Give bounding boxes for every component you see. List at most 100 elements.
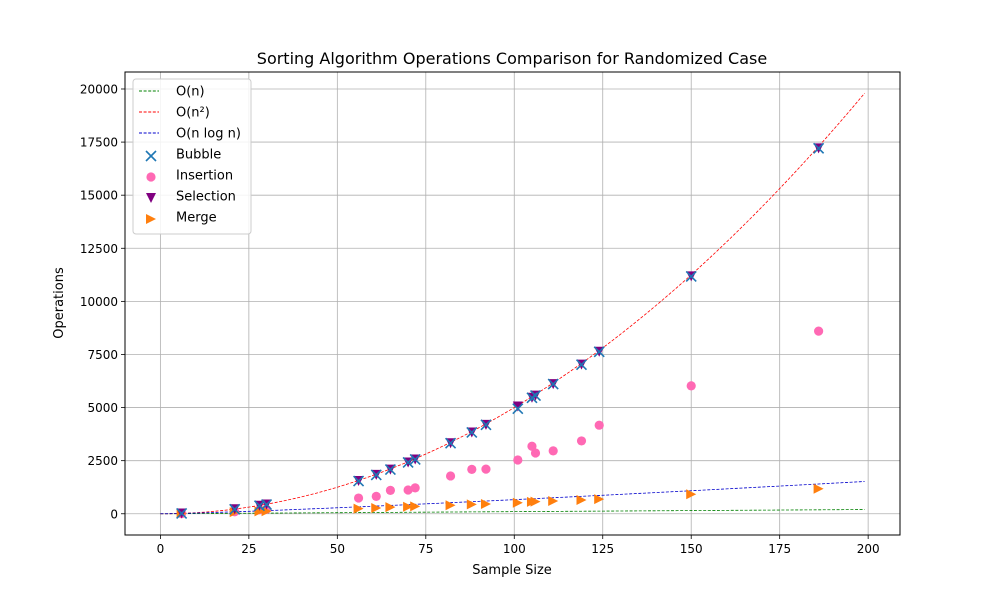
marker-stroke [145, 150, 157, 162]
merge-point [480, 498, 491, 509]
insertion-point [686, 381, 696, 391]
bubble-point [402, 456, 414, 469]
reference-curve-0 [160, 509, 865, 515]
y-tick-label: 15000 [80, 189, 118, 203]
marker-stroke [813, 142, 825, 154]
insertion-point [576, 436, 587, 446]
legend-marker-swatch [145, 150, 157, 162]
merge-point [410, 501, 421, 512]
marker-stroke [685, 270, 697, 282]
y-tick-label: 10000 [80, 295, 118, 309]
insertion-point [530, 448, 541, 458]
merge-point [403, 501, 414, 512]
bubble-point [593, 346, 605, 358]
x-axis-label: Sample Size [472, 563, 552, 578]
bubble-point [813, 142, 825, 154]
x-tick-label: 100 [503, 542, 526, 556]
bubble-point [229, 503, 241, 515]
marker-stroke [466, 426, 478, 439]
insertion-point [548, 446, 558, 456]
merge-point [385, 502, 396, 513]
reference-curve-1 [160, 92, 865, 515]
y-tick-label: 12500 [80, 242, 118, 256]
merge-point [445, 500, 456, 511]
insertion-point [594, 420, 604, 430]
marker-stroke [176, 507, 188, 520]
insertion-point [371, 491, 381, 501]
merge-point [512, 497, 523, 508]
bubble-point [445, 437, 457, 449]
bubble-point [260, 498, 273, 511]
marker-stroke [445, 437, 457, 449]
x-tick-label: 175 [768, 542, 791, 556]
y-tick-label: 5000 [87, 401, 118, 415]
insertion-point [481, 464, 491, 474]
marker-stroke [253, 500, 266, 512]
legend: O(n) O(n²) O(n log n) Bubble Insertion Select… [132, 78, 252, 235]
grid-lines [125, 72, 900, 535]
insertion-point [527, 441, 537, 451]
bubble-point [480, 419, 492, 431]
insertion-point [403, 485, 413, 495]
x-tick-label: 50 [330, 542, 345, 556]
y-axis-label: Operations [52, 267, 67, 339]
legend-label: Selection [176, 190, 236, 205]
merge-point [466, 499, 477, 510]
insertion-point [353, 493, 364, 503]
legend-label: Insertion [176, 169, 233, 184]
y-axis-ticks: 0 2500 5000 7500 10000 12500 15000 17500 20000 [80, 82, 125, 521]
selection-point [512, 401, 523, 412]
merge-point [686, 489, 697, 500]
bubble-point [466, 426, 478, 439]
merge-point [594, 494, 605, 505]
x-tick-label: 200 [857, 542, 880, 556]
merge-point [353, 503, 364, 514]
merge-point [371, 503, 382, 514]
insertion-point [467, 464, 477, 474]
bubble-point [409, 453, 421, 466]
insertion-point [513, 455, 523, 465]
plot-frame [124, 71, 901, 536]
marker-stroke [575, 359, 588, 371]
bubble-point [352, 475, 365, 487]
series-merge [176, 483, 824, 519]
marker-stroke [529, 390, 542, 402]
bubble-point [370, 469, 382, 481]
merge-point [261, 506, 272, 517]
merge-point [530, 496, 541, 507]
insertion-point [385, 485, 396, 495]
legend-label: O(n log n) [176, 127, 241, 142]
legend-label: O(n²) [176, 106, 210, 121]
legend-box [132, 78, 252, 235]
marker-stroke [480, 419, 492, 431]
x-tick-label: 75 [418, 542, 433, 556]
y-tick-label: 2500 [87, 454, 118, 468]
merge-point [576, 494, 587, 505]
bubble-point [685, 270, 697, 282]
marker-stroke [260, 498, 273, 511]
marker-stroke [402, 456, 414, 469]
legend-marker-swatch [146, 193, 156, 203]
legend-label: Bubble [176, 148, 221, 163]
x-tick-label: 150 [680, 542, 703, 556]
marker-stroke [593, 346, 605, 358]
series-bubble [176, 142, 825, 520]
bubble-point [575, 359, 588, 371]
marker-stroke [229, 503, 241, 515]
marker-stroke [352, 475, 365, 487]
bubble-point [529, 390, 542, 402]
data-points [176, 142, 825, 520]
reference-curves [160, 92, 865, 515]
insertion-point [445, 471, 456, 481]
insertion-point [814, 326, 824, 336]
bubble-point [384, 464, 396, 476]
legend-label: Merge [176, 211, 217, 226]
x-tick-label: 125 [591, 542, 614, 556]
chart-title: Sorting Algorithm Operations Comparison … [257, 49, 767, 68]
marker-stroke [384, 464, 396, 476]
bubble-point [547, 378, 559, 390]
merge-point [548, 496, 559, 507]
merge-point [813, 483, 824, 494]
reference-curve-2 [160, 481, 865, 515]
